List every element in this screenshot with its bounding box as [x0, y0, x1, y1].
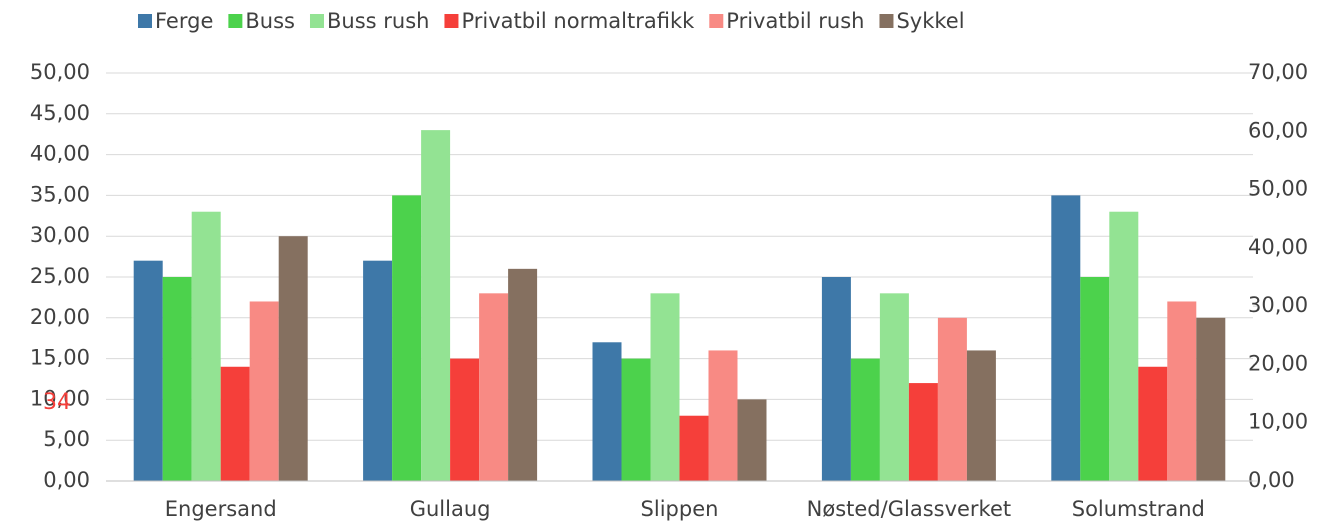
- bar: [650, 293, 680, 481]
- bar: [249, 301, 279, 481]
- legend-label: Privatbil normaltrafikk: [461, 9, 695, 33]
- y2-tick-label: 30,00: [1248, 293, 1308, 317]
- bar: [966, 350, 996, 481]
- bar: [363, 260, 393, 481]
- x-tick-label: Gullaug: [410, 497, 491, 521]
- y2-tick-label: 10,00: [1248, 410, 1308, 434]
- x-tick-label: Engersand: [165, 497, 277, 521]
- x-tick-label: Solumstrand: [1072, 497, 1205, 521]
- y-tick-label: 30,00: [30, 223, 90, 247]
- bar: [162, 277, 192, 481]
- bar: [708, 350, 738, 481]
- bar: [1138, 366, 1168, 481]
- legend-swatch: [309, 14, 324, 28]
- legend-label: Sykkel: [896, 9, 964, 33]
- bar: [879, 293, 909, 481]
- bar: [737, 399, 767, 481]
- y2-tick-label: 50,00: [1248, 177, 1308, 201]
- bar: [821, 277, 851, 481]
- y-tick-label: 50,00: [30, 60, 90, 84]
- bar: [908, 383, 938, 481]
- y-tick-label: 40,00: [30, 142, 90, 166]
- bar: [421, 130, 451, 481]
- y-tick-label: 35,00: [30, 182, 90, 206]
- x-tick-label: Slippen: [641, 497, 719, 521]
- y-tick-label: 0,00: [43, 468, 90, 492]
- bar: [1196, 317, 1226, 481]
- y-tick-label: 20,00: [30, 305, 90, 329]
- legend-swatch: [709, 14, 724, 28]
- y-tick-label: 25,00: [30, 264, 90, 288]
- y-tick-label: 15,00: [30, 346, 90, 370]
- y2-tick-label: 0,00: [1248, 468, 1295, 492]
- y2-tick-label: 60,00: [1248, 118, 1308, 142]
- bar: [592, 342, 622, 481]
- legend-label: Buss rush: [327, 9, 429, 33]
- legend-label: Privatbil rush: [726, 9, 864, 33]
- plot: 0,00 5,00 10,00 15,00 20,00 25,00 30,00 35,00 40…: [30, 9, 1308, 521]
- bar: [450, 358, 480, 481]
- bar: [508, 268, 538, 481]
- y-tick-label: 5,00: [43, 427, 90, 451]
- bar: [1109, 211, 1139, 481]
- bar: [133, 260, 163, 481]
- bar: [479, 293, 509, 481]
- bar: [679, 415, 709, 481]
- x-tick-label: Nøsted/Glassverket: [807, 497, 1011, 521]
- bar: [937, 317, 967, 481]
- y-tick-label: 10,00: [30, 386, 90, 410]
- annotation: 34: [43, 390, 71, 415]
- legend-swatch: [138, 14, 152, 28]
- bar: [191, 211, 221, 481]
- bar: [850, 358, 880, 481]
- bar: [1051, 195, 1081, 481]
- legend-label: Buss: [245, 9, 295, 33]
- y2-tick-label: 70,00: [1248, 60, 1308, 84]
- legend-swatch: [228, 14, 243, 28]
- bar: [621, 358, 651, 481]
- legend-swatch: [444, 14, 459, 28]
- y-tick-label: 45,00: [30, 101, 90, 125]
- bar: [1167, 301, 1197, 481]
- bar: [1080, 277, 1110, 481]
- bar: [278, 236, 308, 481]
- y2-tick-label: 40,00: [1248, 235, 1308, 259]
- bar: [392, 195, 422, 481]
- bar: [220, 366, 250, 481]
- y2-tick-label: 20,00: [1248, 351, 1308, 375]
- legend-swatch: [879, 14, 894, 28]
- legend-label: Ferge: [155, 9, 213, 33]
